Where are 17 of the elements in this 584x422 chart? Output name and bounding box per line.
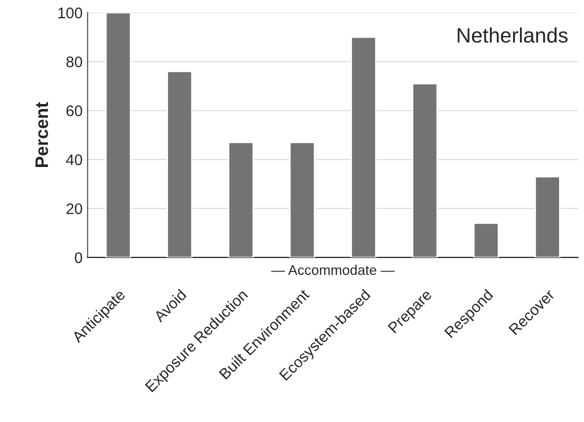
bar: [534, 176, 560, 258]
bar: [228, 142, 254, 258]
y-tick-label: 40: [66, 154, 82, 166]
y-tick-label: 20: [66, 203, 82, 214]
bar: [412, 82, 438, 258]
bar: [473, 222, 500, 258]
y-tick-label: 80: [66, 56, 82, 68]
text: Netherlands: [458, 27, 568, 43]
y-tick-label: 0: [74, 252, 82, 264]
bar: [105, 12, 132, 258]
bar: [350, 36, 376, 258]
bar: [166, 70, 193, 258]
y-axis-title: Percent: [36, 102, 48, 167]
y-tick-label: 60: [66, 105, 82, 116]
bar: [289, 142, 316, 258]
text: — Accommodate —: [271, 264, 395, 275]
y-tick-label: 100: [58, 8, 82, 18]
